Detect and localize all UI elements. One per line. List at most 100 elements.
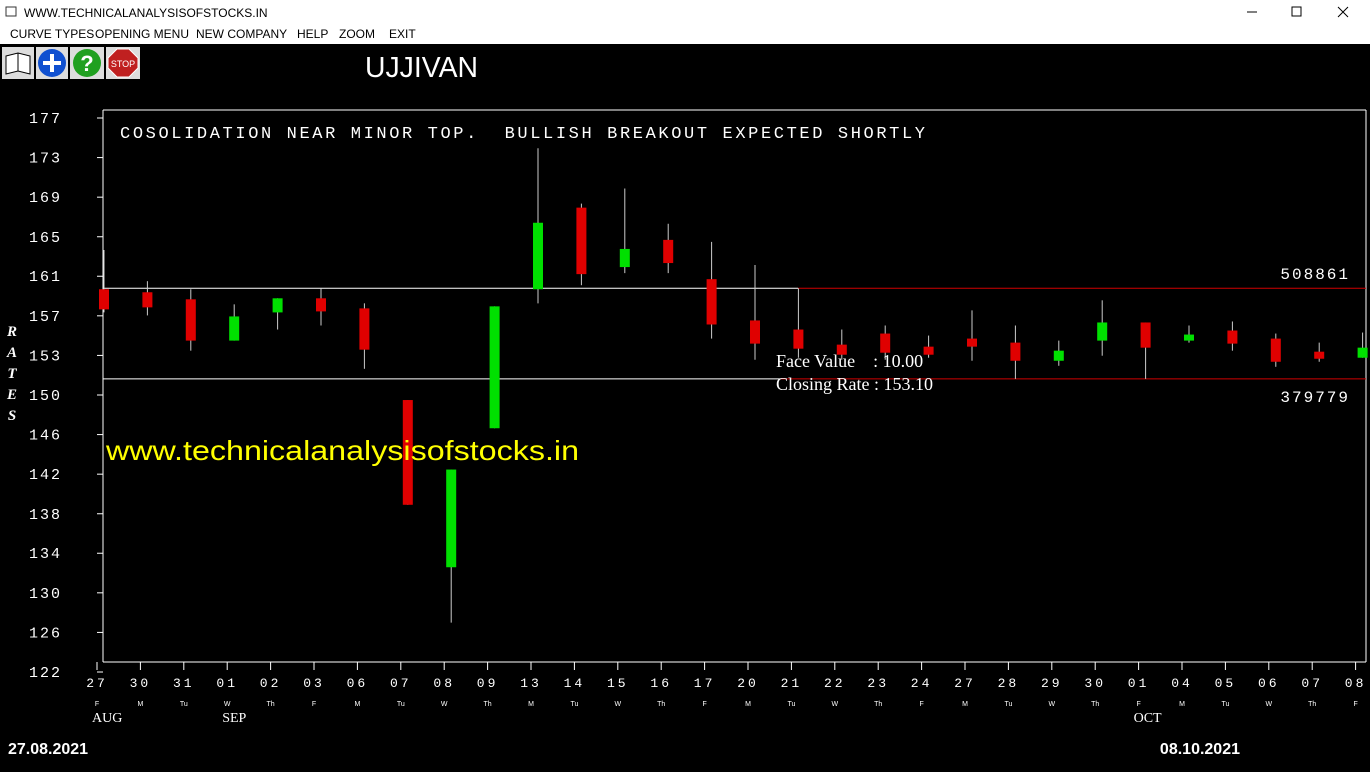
candle-body — [923, 346, 934, 355]
candle-body — [316, 298, 326, 312]
weekday-label: W — [831, 701, 838, 708]
y-tick-label: 138 — [29, 507, 62, 524]
y-label-letter: T — [7, 366, 17, 382]
weekday-label: Th — [874, 701, 882, 708]
menu-bar: CURVE TYPES OPENING MENU NEW COMPANY HELP ZO… — [10, 27, 416, 41]
menu-item[interactable]: OPENING MENU — [95, 27, 189, 41]
candle-body — [1140, 322, 1151, 348]
x-tick-label: 15 — [607, 676, 629, 691]
y-tick-label: 146 — [29, 428, 62, 445]
y-tick-label: 169 — [29, 190, 62, 207]
candle-body — [1097, 322, 1108, 341]
weekday-label: W — [1265, 701, 1272, 708]
candle-body — [1227, 330, 1238, 344]
x-tick-label: 02 — [260, 676, 282, 691]
x-tick-label: 16 — [650, 676, 672, 691]
y-tick-label: 177 — [29, 111, 62, 128]
weekday-label: Th — [484, 701, 492, 708]
candle-body — [706, 279, 717, 325]
window-controls[interactable] — [1247, 6, 1349, 18]
x-tick-label: 23 — [867, 676, 889, 691]
candle-body — [1053, 350, 1064, 361]
candle-body — [1010, 342, 1021, 361]
candle-body — [99, 289, 109, 310]
weekday-label: F — [919, 701, 923, 708]
weekday-label: Th — [1091, 701, 1099, 708]
y-tick-label: 157 — [29, 309, 62, 326]
menu-item[interactable]: HELP — [297, 27, 328, 41]
weekday-label: M — [1179, 701, 1185, 708]
menu-item[interactable]: ZOOM — [339, 27, 375, 41]
x-tick-label: 30 — [1084, 676, 1106, 691]
start-date: 27.08.2021 — [8, 741, 88, 758]
candle-body — [359, 308, 370, 350]
weekday-label: Tu — [397, 701, 405, 708]
closing-rate: Closing Rate : 153.10 — [776, 374, 933, 394]
x-tick-label: 20 — [737, 676, 759, 691]
chart-area — [0, 44, 1370, 772]
weekday-label: M — [354, 701, 360, 708]
x-tick-label: 29 — [1041, 676, 1063, 691]
candle-body — [489, 306, 500, 429]
level-label: 379779 — [1280, 389, 1350, 407]
candle-body — [576, 207, 587, 275]
weekday-label: M — [528, 701, 534, 708]
weekday-label: W — [224, 701, 231, 708]
candle-body — [1357, 347, 1368, 358]
month-label: SEP — [222, 711, 246, 726]
weekday-label: W — [1048, 701, 1055, 708]
end-date: 08.10.2021 — [1160, 741, 1240, 758]
menu-item[interactable]: CURVE TYPES — [10, 27, 94, 41]
watermark: www.technicalanalysisofstocks.in — [105, 435, 579, 466]
weekday-label: M — [962, 701, 968, 708]
x-tick-label: 28 — [998, 676, 1020, 691]
chart-title: UJJIVAN — [365, 52, 478, 84]
weekday-label: F — [312, 701, 316, 708]
y-tick-label: 153 — [29, 348, 62, 365]
close[interactable] — [1337, 6, 1349, 18]
candle-body — [1314, 351, 1325, 359]
y-label-letter: A — [6, 345, 17, 361]
candle-body — [272, 298, 283, 313]
y-tick-label: 122 — [29, 665, 62, 682]
x-tick-label: 27 — [954, 676, 976, 691]
y-tick-label: 161 — [29, 269, 62, 286]
x-tick-label: 30 — [130, 676, 152, 691]
weekday-label: Tu — [570, 701, 578, 708]
x-tick-label: 17 — [694, 676, 716, 691]
level-label: 508861 — [1280, 266, 1350, 284]
y-label-letter: S — [8, 408, 16, 424]
y-label-letter: R — [6, 324, 17, 340]
x-tick-label: 22 — [824, 676, 846, 691]
face-value: Face Value : 10.00 — [776, 351, 923, 371]
candle-body — [142, 292, 153, 308]
window-chrome — [0, 0, 1370, 44]
y-label-letter: E — [6, 387, 17, 403]
x-tick-label: 04 — [1171, 676, 1193, 691]
help-glyph: ? — [80, 51, 93, 76]
y-tick-label: 134 — [29, 546, 62, 563]
menu-item[interactable]: NEW COMPANY — [196, 27, 287, 41]
weekday-label: F — [1136, 701, 1140, 708]
maximize[interactable] — [1291, 6, 1302, 17]
weekday-label: W — [441, 701, 448, 708]
candle-body — [1270, 338, 1281, 362]
menu-item[interactable]: EXIT — [389, 27, 416, 41]
candle-body — [446, 469, 457, 568]
x-tick-label: 24 — [911, 676, 933, 691]
weekday-label: W — [614, 701, 621, 708]
weekday-label: F — [1353, 701, 1357, 708]
candle-body — [880, 333, 891, 353]
weekday-label: Tu — [1004, 701, 1012, 708]
candle-body — [619, 248, 630, 268]
weekday-label: F — [95, 701, 99, 708]
annotation: COSOLIDATION NEAR MINOR TOP. BULLISH BRE… — [120, 125, 925, 144]
x-tick-label: 08 — [433, 676, 455, 691]
x-tick-label: 01 — [1128, 676, 1150, 691]
weekday-label: Th — [267, 701, 275, 708]
y-tick-label: 165 — [29, 230, 62, 247]
help-icon — [73, 49, 101, 77]
x-tick-label: 03 — [303, 676, 325, 691]
x-tick-label: 01 — [216, 676, 238, 691]
y-tick-label: 130 — [29, 586, 62, 603]
